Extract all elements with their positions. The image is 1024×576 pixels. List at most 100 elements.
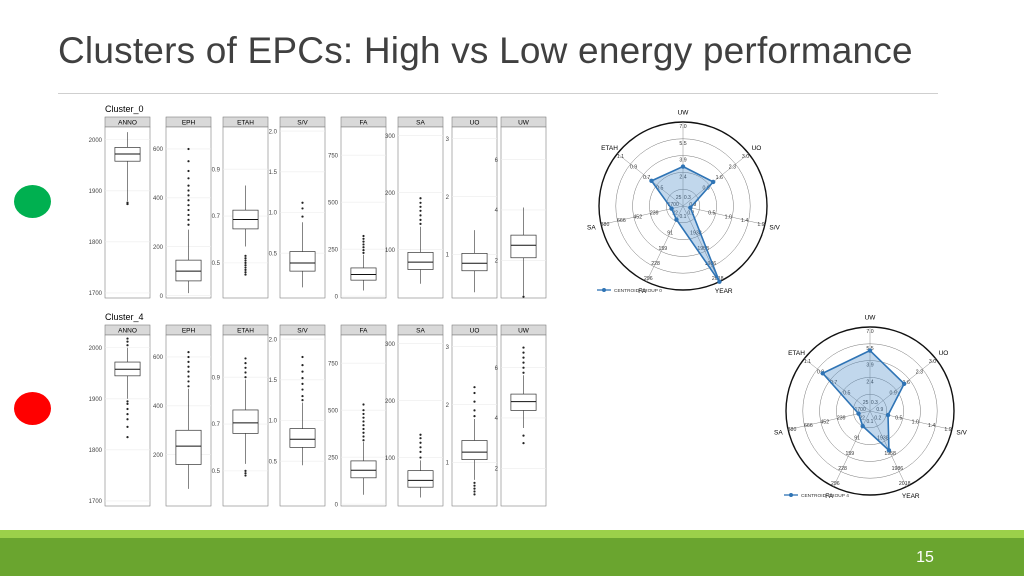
y-tick-label: 1.0 [269, 419, 278, 425]
outlier-point [126, 425, 129, 428]
centroid-point [669, 206, 674, 211]
slide-title: Clusters of EPCs: High vs Low energy per… [58, 30, 913, 71]
boxplot-panel-eph: EPH 600 400 200 0 [153, 116, 212, 300]
radar-tick-label: 0.5 [656, 186, 663, 192]
outlier-point [301, 355, 304, 359]
outlier-point [187, 189, 190, 192]
radar-center-label: 1700 [668, 202, 679, 208]
radar-axis-label: UW [678, 110, 690, 117]
box [510, 393, 537, 411]
radar-tick-label: 0.9 [890, 391, 897, 397]
radar-spoke [833, 410, 871, 487]
outlier-point [244, 472, 247, 475]
centroid-point [717, 279, 722, 284]
radar-spoke [682, 205, 765, 225]
radar-tick-label: 0.9 [703, 186, 710, 192]
outlier-point [301, 382, 304, 385]
radar-axis-label: SA [587, 224, 596, 231]
outlier-point [244, 264, 247, 267]
y-tick-label: 0.5 [269, 459, 278, 465]
outlier-point [473, 391, 476, 395]
radar-tick-label: 2.3 [729, 165, 736, 171]
centroid-point [885, 412, 891, 418]
radar-tick-label: 880 [788, 427, 797, 433]
radar-axis-label: UW [865, 315, 877, 322]
radar-center-label: 0.1 [867, 419, 874, 425]
radar-tick-label: 228 [651, 261, 660, 267]
panel-frame [104, 126, 151, 299]
outlier-point [419, 456, 422, 459]
y-tick-label: 0.5 [212, 469, 221, 475]
radar-tick-label: 296 [831, 481, 840, 487]
centroid-point [649, 178, 654, 184]
outlier-point [187, 218, 190, 221]
outlier-point [244, 469, 247, 472]
high-performance-indicator [14, 185, 51, 218]
outlier-point [187, 365, 190, 368]
outlier-point [362, 409, 365, 412]
y-tick-label: 1.5 [269, 378, 278, 384]
outlier-point [244, 266, 247, 269]
y-tick-label: 3 [446, 345, 450, 351]
box [461, 253, 488, 272]
y-tick-label: 0.7 [212, 214, 221, 220]
panel-label: ANNO [118, 120, 137, 127]
boxplot-panel-fa: FA 750 500 250 0 [328, 324, 387, 508]
radar-tick-label: 0.5 [843, 391, 850, 397]
legend-label: CENTROID GROUP 4 [801, 493, 849, 499]
panel-label: UO [470, 328, 480, 335]
y-tick-label: 100 [385, 456, 396, 462]
radar-tick-label: 2.4 [679, 174, 686, 180]
outlier-point [244, 273, 247, 276]
radar-axis-label: S/V [956, 429, 967, 436]
box [232, 409, 259, 434]
y-tick-label: 2 [495, 258, 499, 264]
y-tick-label: 300 [385, 134, 396, 140]
outlier-point [473, 386, 476, 389]
radar-center-label: 0.3 [684, 195, 691, 201]
radar-tick-label: 239 [837, 416, 846, 422]
radar-tick-label: 3.0 [929, 359, 936, 365]
y-tick-label: 1 [446, 253, 450, 259]
radar-tick-label: 1.0 [725, 214, 732, 220]
y-tick-label: 0.5 [269, 251, 278, 257]
outlier-point [362, 403, 365, 406]
cluster-0-boxplots: Cluster_0ANNO2000190018001700EPH60040020… [89, 104, 547, 300]
y-tick-label: 0.9 [212, 167, 221, 173]
radar-axis-label: UO [752, 145, 762, 152]
outlier-point [473, 481, 476, 484]
outlier-point [301, 394, 304, 398]
y-tick-label: 500 [328, 200, 339, 206]
radar-tick-label: 228 [838, 466, 847, 472]
y-tick-label: 1900 [89, 397, 103, 403]
y-tick-label: 200 [153, 453, 164, 459]
outlier-point [244, 376, 247, 379]
radar-tick-label: 1.4 [928, 423, 935, 429]
y-tick-label: 200 [153, 245, 164, 251]
boxplot-panel-sa: SA 300 200 100 [385, 116, 444, 299]
radar-tick-label: 0.9 [630, 165, 637, 171]
title-divider [58, 93, 938, 94]
cluster-title: Cluster_0 [105, 104, 144, 114]
outlier-point [419, 214, 422, 217]
outlier-point [187, 375, 190, 378]
outlier-point [187, 169, 190, 173]
radar-center-label: 0.1 [680, 214, 687, 220]
outlier-point [301, 215, 304, 218]
radar-tick-label: 1.1 [617, 154, 624, 160]
panel-label: S/V [297, 328, 308, 335]
radar-axis-label: FA [638, 288, 647, 295]
outlier-point [126, 344, 129, 347]
y-tick-label: 2.0 [269, 129, 278, 135]
radar-center-label: 0.3 [871, 400, 878, 406]
boxplot-panel-eph: EPH 600 400 200 [153, 324, 212, 507]
y-tick-label: 1.0 [269, 211, 278, 217]
y-tick-label: 0 [335, 502, 339, 508]
boxplot-panel-etah: ETAH 0.9 0.7 0.5 [212, 116, 269, 299]
outlier-point [187, 360, 190, 363]
boxplot-panel-sa: SA 300 200 100 [385, 324, 444, 507]
outlier-point [419, 441, 422, 444]
box [407, 252, 434, 270]
centroid-point [860, 423, 865, 429]
centroid-group-0-radar: UW 7.0 5.5 3.9 2.4 UO3.0 2.3 1.6 0.9 S/V 1.9 1.4 1.0… [587, 110, 781, 296]
